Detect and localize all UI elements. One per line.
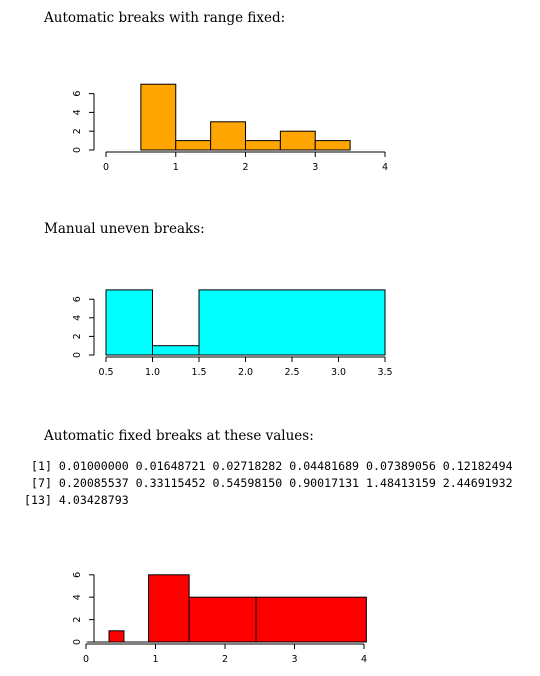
y-tick-label: 6 [72, 91, 83, 97]
histogram-range-fixed: 0 1 2 3 4 0 2 4 6 [72, 83, 388, 173]
y-tick-label: 0 [72, 639, 83, 645]
y-tick-label: 2 [72, 617, 83, 623]
histogram-bar-3 [198, 289, 386, 356]
y-tick-label: 4 [72, 594, 83, 600]
output-line-1: [1] 0.01000000 0.01648721 0.02718282 0.0… [24, 459, 513, 473]
y-tick-label: 0 [72, 352, 83, 358]
x-tick-label: 2 [222, 654, 228, 665]
x-tick-label: 2.0 [238, 367, 253, 378]
x-tick-label: 4 [361, 654, 367, 665]
y-tick-label: 2 [72, 128, 83, 134]
histogram-bar-6 [314, 140, 351, 151]
x-tick-label: 0 [103, 162, 109, 173]
histogram-bar-2 [152, 345, 200, 356]
x-tick-label: 0 [83, 654, 89, 665]
x-tick-label: 1.5 [191, 367, 206, 378]
x-tick-label: 2 [242, 162, 248, 173]
x-tick-label: 3.0 [331, 367, 346, 378]
x-tick-label: 1 [173, 162, 179, 173]
histogram-bar-5 [279, 130, 316, 151]
y-tick-label: 4 [72, 109, 83, 115]
x-tick-label: 4 [382, 162, 388, 173]
y-tick-label: 2 [72, 333, 83, 339]
histogram-bar-8 [108, 630, 125, 643]
caption-manual-uneven: Manual uneven breaks: [44, 221, 205, 237]
r-console-output: [1] 0.01000000 0.01648721 0.02718282 0.0… [24, 458, 513, 509]
y-tick-label: 4 [72, 315, 83, 321]
histogram-bar-11 [188, 596, 257, 643]
histogram-bar-4 [245, 140, 281, 151]
y-tick-label: 6 [72, 296, 83, 302]
x-tick-label: 3.5 [377, 367, 392, 378]
histogram-bar-1 [140, 83, 177, 151]
histogram-fixed-breaks: 0 1 2 3 4 0 2 4 6 [72, 572, 367, 665]
caption-fixed-breaks: Automatic fixed breaks at these values: [44, 428, 314, 444]
x-tick-label: 0.5 [98, 367, 113, 378]
y-tick-label: 0 [72, 147, 83, 153]
x-tick-label: 3 [291, 654, 297, 665]
caption-range-fixed: Automatic breaks with range fixed: [44, 10, 286, 26]
histogram-bar-2 [175, 140, 212, 151]
y-tick-label: 6 [72, 572, 83, 578]
x-tick-label: 1 [152, 654, 158, 665]
histogram-manual-uneven: 0.5 1.0 1.5 2.0 2.5 3.0 3.5 0 2 4 6 [72, 289, 393, 378]
output-line-2: [7] 0.20085537 0.33115452 0.54598150 0.9… [24, 476, 513, 490]
x-tick-label: 1.0 [145, 367, 160, 378]
histogram-bar-10 [148, 574, 190, 643]
histogram-bar-1 [105, 289, 153, 356]
histogram-bar-3 [210, 121, 246, 151]
x-tick-label: 2.5 [284, 367, 299, 378]
x-tick-label: 3 [312, 162, 318, 173]
histogram-bar-12 [255, 596, 367, 643]
output-line-3: [13] 4.03428793 [24, 493, 129, 507]
